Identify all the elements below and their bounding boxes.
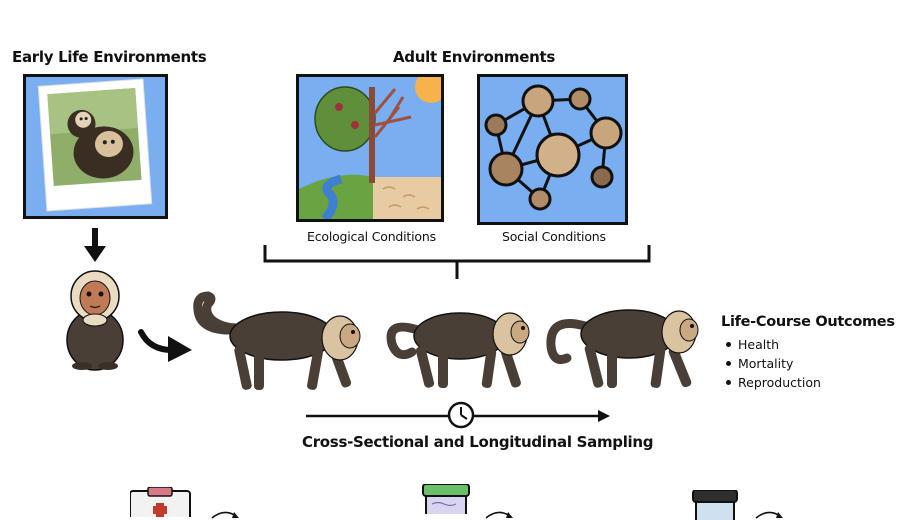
early-life-panel (23, 74, 168, 219)
outcomes-list: Health Mortality Reproduction (724, 335, 821, 392)
sample-jar-green-icon (422, 484, 470, 514)
life-course-outcomes-title: Life-Course Outcomes (721, 314, 895, 330)
medical-clipboard-icon (130, 487, 191, 517)
ecological-conditions-caption: Ecological Conditions (307, 229, 436, 244)
timeline-arrow (306, 401, 610, 429)
walking-capuchin-3-illustration (546, 309, 699, 388)
walking-capuchin-1-illustration (193, 291, 361, 390)
sample-jar-dark-icon (692, 490, 738, 520)
social-conditions-panel (477, 74, 628, 225)
outcome-item-mortality: Mortality (724, 354, 821, 373)
capuchin-photo (47, 88, 142, 186)
outcome-item-health: Health (724, 335, 821, 354)
walking-capuchin-2-illustration (386, 312, 530, 388)
social-conditions-caption: Social Conditions (502, 229, 606, 244)
adult-environments-bracket (263, 245, 651, 279)
early-life-heading: Early Life Environments (12, 48, 207, 66)
social-network-illustration (484, 84, 623, 211)
adult-environments-heading: Adult Environments (393, 48, 555, 66)
down-arrow-icon (84, 228, 106, 262)
photo-card (38, 79, 152, 211)
cycle-arrow-icon-3 (755, 511, 783, 519)
infant-capuchin-illustration (66, 270, 124, 371)
curved-arrow-icon (138, 329, 192, 362)
sampling-label: Cross-Sectional and Longitudinal Samplin… (302, 433, 654, 451)
tree-landscape-illustration (299, 77, 441, 219)
outcome-item-reproduction: Reproduction (724, 373, 821, 392)
ecological-conditions-panel (296, 74, 444, 222)
cycle-arrow-icon-2 (485, 511, 513, 519)
clock-icon (447, 401, 475, 429)
cycle-arrow-icon-1 (211, 511, 239, 519)
